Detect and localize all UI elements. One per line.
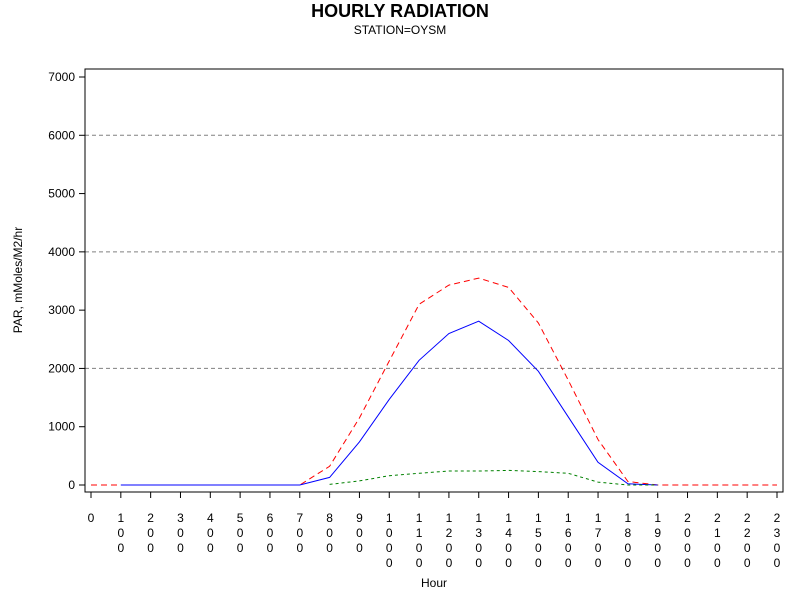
chart-subtitle: STATION=OYSM (353, 23, 447, 37)
series-line-3 (329, 469, 658, 486)
series-line-2 (120, 320, 658, 486)
y-tick-label: 4000 (48, 245, 75, 259)
chart-title: HOURLY RADIATION (311, 1, 489, 21)
x-axis: 0 1 0 0 2 0 0 3 0 0 4 0 0 5 0 0 6 0 0 7 0 0 8 0 0 9 0 0 1 0 0 0 1 1 0 0 1 2 0 0… (88, 492, 781, 570)
y-tick-label: 1000 (48, 420, 75, 434)
y-tick-label: 7000 (48, 70, 75, 84)
y-tick-label: 0 (68, 478, 75, 492)
y-tick-label: 2000 (48, 361, 75, 375)
x-tick-label: 0 (88, 511, 95, 525)
x-axis-label: Hour (420, 576, 447, 590)
grid-layer (85, 134, 783, 369)
y-tick-label: 5000 (48, 187, 75, 201)
series-line-1 (91, 277, 777, 486)
y-tick-label: 3000 (48, 303, 75, 317)
y-tick-label: 6000 (48, 128, 75, 142)
plot-frame (84, 68, 784, 493)
y-axis: 0 1000 2000 3000 4000 5000 6000 7000 (48, 70, 85, 492)
series-layer (91, 277, 777, 486)
